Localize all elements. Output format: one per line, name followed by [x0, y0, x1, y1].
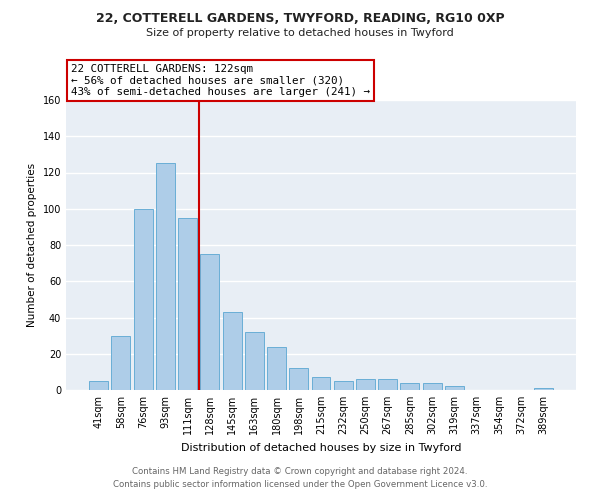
X-axis label: Distribution of detached houses by size in Twyford: Distribution of detached houses by size …	[181, 442, 461, 452]
Text: Size of property relative to detached houses in Twyford: Size of property relative to detached ho…	[146, 28, 454, 38]
Y-axis label: Number of detached properties: Number of detached properties	[27, 163, 37, 327]
Bar	[134, 209, 152, 390]
Text: Contains public sector information licensed under the Open Government Licence v3: Contains public sector information licen…	[113, 480, 487, 489]
Bar	[445, 386, 464, 390]
Bar	[311, 378, 331, 390]
Bar	[89, 381, 108, 390]
Bar	[356, 379, 375, 390]
Bar	[534, 388, 553, 390]
Bar	[112, 336, 130, 390]
Bar	[200, 254, 219, 390]
Bar	[400, 383, 419, 390]
Text: Contains HM Land Registry data © Crown copyright and database right 2024.: Contains HM Land Registry data © Crown c…	[132, 467, 468, 476]
Bar	[178, 218, 197, 390]
Bar	[223, 312, 242, 390]
Text: 22 COTTERELL GARDENS: 122sqm
← 56% of detached houses are smaller (320)
43% of s: 22 COTTERELL GARDENS: 122sqm ← 56% of de…	[71, 64, 370, 97]
Text: 22, COTTERELL GARDENS, TWYFORD, READING, RG10 0XP: 22, COTTERELL GARDENS, TWYFORD, READING,…	[95, 12, 505, 26]
Bar	[267, 346, 286, 390]
Bar	[156, 164, 175, 390]
Bar	[245, 332, 264, 390]
Bar	[378, 379, 397, 390]
Bar	[423, 383, 442, 390]
Bar	[289, 368, 308, 390]
Bar	[334, 381, 353, 390]
